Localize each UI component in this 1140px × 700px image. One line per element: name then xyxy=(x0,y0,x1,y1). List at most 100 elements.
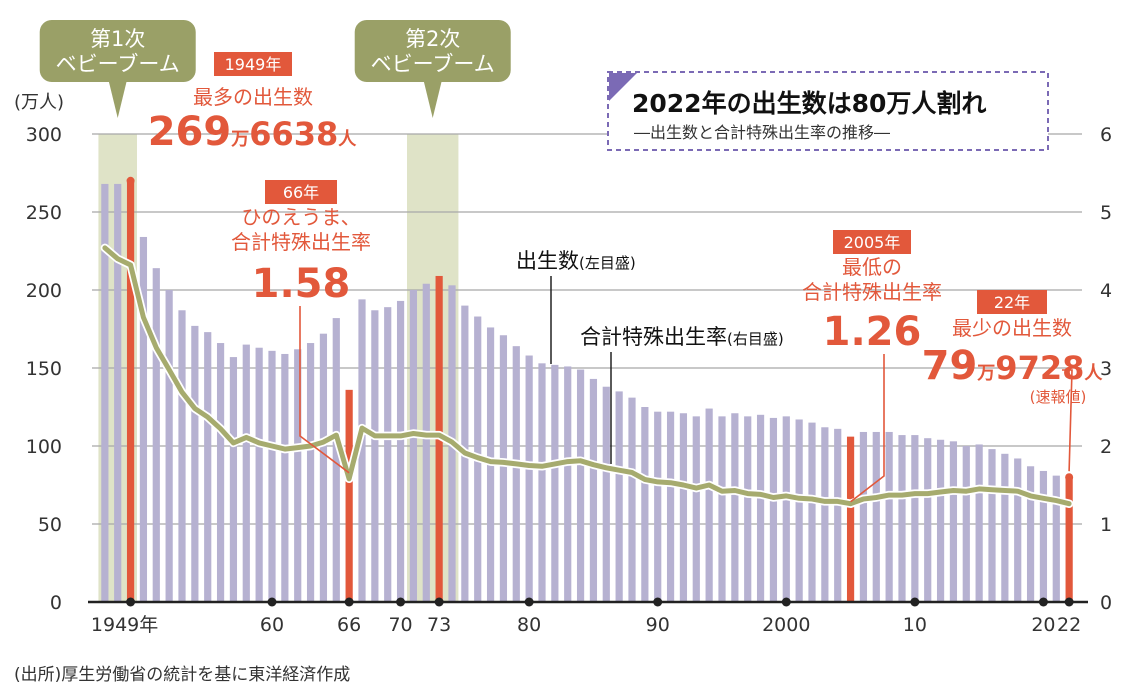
right-tick-label: 6 xyxy=(1100,124,1112,146)
bar-2010 xyxy=(911,435,919,602)
boom-callout-line: 第1次 xyxy=(90,27,145,51)
births-series-note: (左目盛) xyxy=(579,254,636,272)
big-number-2: 6638 xyxy=(249,115,338,153)
x-tick-label: 60 xyxy=(260,614,284,636)
annot-1949-number: 269万6638人 xyxy=(148,109,358,155)
bar-2016 xyxy=(988,449,996,602)
bar-1991 xyxy=(666,411,675,602)
bar-2008 xyxy=(885,431,893,602)
births-series-label: 出生数(左目盛) xyxy=(516,249,636,364)
x-tick-dot xyxy=(653,597,663,607)
tfr-series-note: (右目盛) xyxy=(727,330,784,348)
bar-1971 xyxy=(409,290,418,602)
bar-1950 xyxy=(139,236,148,602)
right-tick-label: 5 xyxy=(1100,202,1112,224)
annot-2022-note: (速報値) xyxy=(1030,388,1087,406)
line-layer xyxy=(100,243,1074,508)
bar-1969 xyxy=(384,307,392,602)
bar-1992 xyxy=(679,413,688,602)
tag-box xyxy=(833,230,911,254)
tag-box xyxy=(214,52,292,76)
bar-1957 xyxy=(229,357,238,602)
x-tick-dot xyxy=(344,597,354,607)
x-tick-label: 22 xyxy=(1057,614,1081,636)
bar-2019 xyxy=(1026,466,1035,602)
bar-1958 xyxy=(242,344,250,602)
bar-1955 xyxy=(204,332,212,602)
bar-1988 xyxy=(628,397,636,602)
annot-2005-line: 合計特殊出生率 xyxy=(802,280,942,304)
boom-callout-box xyxy=(39,20,196,82)
bar-1998 xyxy=(756,414,765,602)
births-series-name: 出生数 xyxy=(516,249,579,273)
x-tick-label: 80 xyxy=(517,614,541,636)
x-tick-label: 10 xyxy=(903,614,927,636)
bar-2006 xyxy=(859,431,868,602)
bar-2004 xyxy=(834,428,842,602)
title-corner-mark xyxy=(609,73,637,101)
left-axis-unit: (万人) xyxy=(14,92,64,113)
tag-1966: 66年 xyxy=(265,180,337,204)
left-tick-label: 0 xyxy=(50,592,62,614)
x-tick-dot xyxy=(267,597,277,607)
bar-1948 xyxy=(114,183,122,603)
left-tick-label: 200 xyxy=(26,280,62,302)
bar-1986 xyxy=(602,386,610,602)
left-tick-label: 250 xyxy=(26,202,62,224)
big-number-1: 269 xyxy=(148,109,232,155)
x-tick-dot xyxy=(1064,597,1074,607)
bar-2020 xyxy=(1039,470,1048,602)
bar-1966 xyxy=(345,389,353,602)
bar-2021 xyxy=(1052,475,1060,602)
bar-2018 xyxy=(1014,458,1022,602)
bar-1989 xyxy=(641,407,649,602)
big-unit-1: 万 xyxy=(230,129,249,150)
big-unit-2: 人 xyxy=(338,129,357,150)
boom-callout-line: ベビーブーム xyxy=(371,52,495,76)
bar-2003 xyxy=(821,427,829,602)
bar-1965 xyxy=(332,318,340,602)
tag-2022: 22年 xyxy=(977,290,1047,314)
x-tick-dot xyxy=(396,597,406,607)
bar-1987 xyxy=(615,391,623,602)
bar-2005 xyxy=(846,436,855,602)
bar-1951 xyxy=(152,268,160,602)
source-note: (出所)厚生労働省の統計を基に東洋経済作成 xyxy=(14,665,350,685)
bar-2015 xyxy=(975,444,983,602)
right-tick-label: 2 xyxy=(1100,436,1112,458)
annot-2022-line: 最少の出生数 xyxy=(952,316,1072,340)
x-tick-label: 90 xyxy=(646,614,670,636)
x-tick-label: 70 xyxy=(388,614,412,636)
bar-1959 xyxy=(255,347,263,602)
svg-text:合計特殊出生率(右目盛): 合計特殊出生率(右目盛) xyxy=(580,325,784,349)
bar-2000 xyxy=(782,416,790,602)
x-tick-dot xyxy=(126,597,136,607)
tag-text: 22年 xyxy=(994,293,1030,312)
leader-2022 xyxy=(1062,369,1073,472)
tag-box xyxy=(977,290,1047,314)
annot-layer: 第1次ベビーブーム第2次ベビーブーム1949年最多の出生数269万6638人66… xyxy=(39,20,1103,503)
bar-1953 xyxy=(178,310,186,602)
bar-2012 xyxy=(936,439,945,602)
right-tick-label: 1 xyxy=(1100,514,1112,536)
axis-layer: 0 50 100 150 200 250 300 0 1 2 3 4 5 6 1949年 60 66 70 73 80… xyxy=(26,124,1112,636)
x-tick-dot xyxy=(524,597,534,607)
tag-2005: 2005年 xyxy=(833,230,911,254)
bar-1961 xyxy=(281,353,289,602)
svg-text:出生数(左目盛): 出生数(左目盛) xyxy=(516,249,636,273)
bar-1968 xyxy=(371,310,379,602)
dot-2022 xyxy=(1065,473,1074,482)
tag-text: 1949年 xyxy=(225,55,282,74)
leader-2005 xyxy=(850,354,885,503)
x-tick-dot xyxy=(910,597,920,607)
bar-2007 xyxy=(872,431,880,602)
tfr-series-name: 合計特殊出生率 xyxy=(580,325,727,349)
left-tick-label: 300 xyxy=(26,124,62,146)
tag-text: 2005年 xyxy=(844,233,901,252)
annot-1966-line: 合計特殊出生率 xyxy=(231,230,371,254)
bar-2014 xyxy=(962,446,970,602)
x-tick-label: 20 xyxy=(1031,614,1055,636)
right-tick-label: 4 xyxy=(1100,280,1112,302)
x-tick-dot xyxy=(781,597,791,607)
